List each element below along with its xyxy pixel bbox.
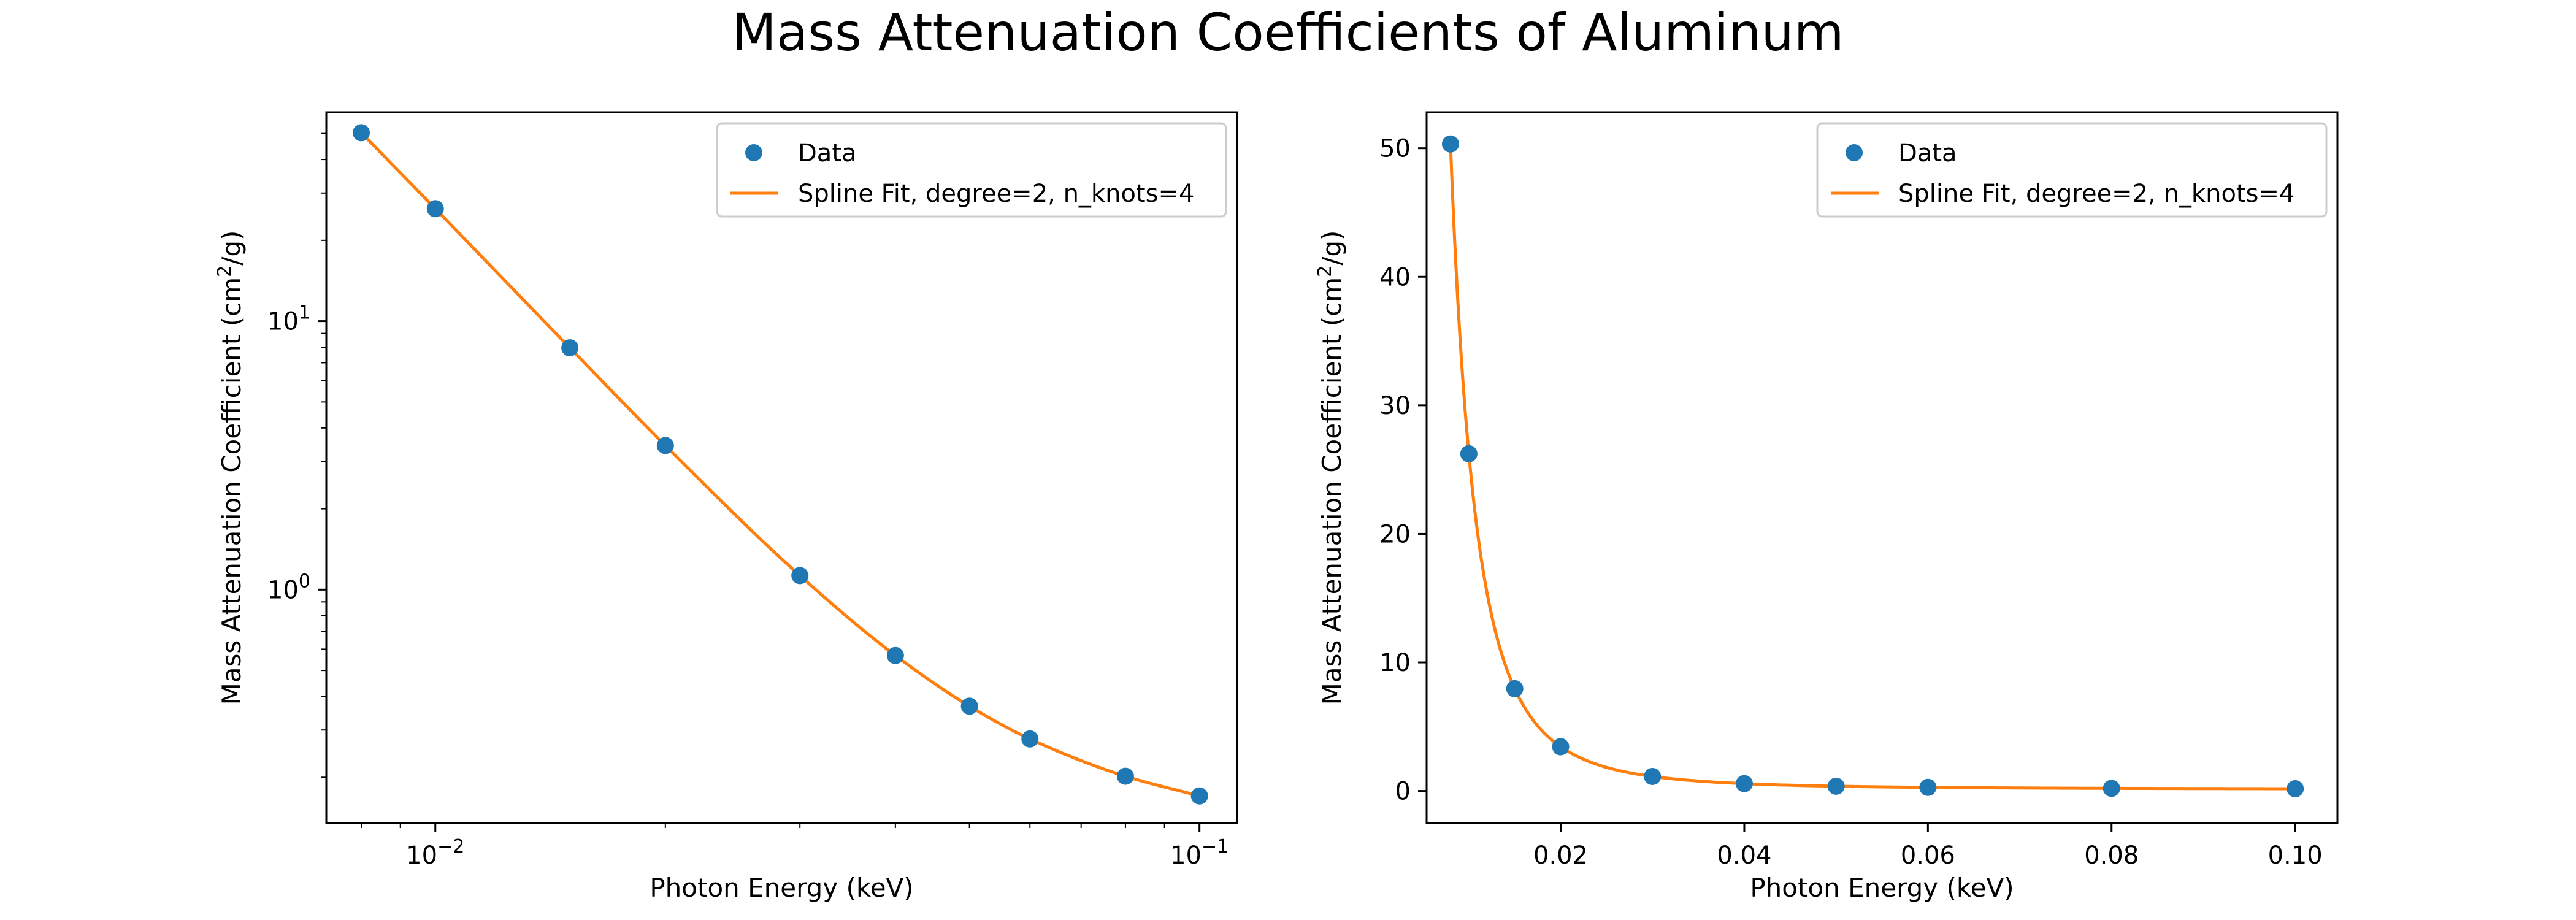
data-point — [561, 339, 579, 357]
data-point — [2287, 780, 2304, 798]
legend: Data Spline Fit, degree=2, n_knots=4 — [716, 122, 1227, 218]
data-point — [656, 437, 674, 454]
x-tick-label: 0.04 — [1717, 841, 1771, 870]
legend-marker-data — [1846, 144, 1863, 161]
data-point — [1460, 445, 1478, 462]
y-tick-label: 20 — [1379, 520, 1411, 548]
figure-title: Mass Attenuation Coefficients of Aluminu… — [732, 2, 1844, 63]
data-point — [1021, 730, 1039, 748]
legend-box — [716, 122, 1227, 218]
legend-label-fit: Spline Fit, degree=2, n_knots=4 — [1898, 180, 2294, 208]
chart-panel-2: 0.02 0.04 0.06 0.08 0.10 0 10 20 30 40 50 Photon En… — [1314, 111, 2339, 903]
plot-frame — [325, 111, 1238, 824]
data-point — [960, 697, 978, 715]
y-tick-label: 100 — [267, 570, 310, 604]
y-tick-label: 10 — [1379, 649, 1411, 677]
y-tick-label: 0 — [1395, 778, 1411, 806]
data-point — [1552, 738, 1570, 756]
spline-fit-line — [360, 131, 1200, 798]
data-point — [1827, 777, 1845, 795]
data-point — [426, 200, 444, 218]
data-point — [353, 124, 370, 142]
data-point — [1441, 135, 1459, 153]
data-point — [1644, 767, 1662, 785]
legend-label-data: Data — [1898, 139, 1957, 167]
y-tick-label: 101 — [267, 302, 310, 336]
plot-frame — [1425, 111, 2339, 824]
y-axis-label: Mass Attenuation Coefficient (cm2/g) — [1314, 231, 1347, 705]
y-tick-label: 30 — [1379, 392, 1411, 420]
legend-label-fit: Spline Fit, degree=2, n_knots=4 — [798, 180, 1194, 208]
x-tick-label: 0.08 — [2084, 841, 2139, 870]
legend-label-data: Data — [798, 139, 857, 167]
y-tick-label: 40 — [1379, 263, 1411, 291]
data-point — [2103, 780, 2120, 797]
data-point — [1190, 787, 1208, 805]
x-tick-label: 0.10 — [2268, 841, 2323, 870]
x-axis-label: Photon Energy (keV) — [650, 873, 913, 903]
spline-fit-line — [1449, 144, 2296, 791]
data-point — [1506, 680, 1524, 697]
x-tick-label: 10−1 — [1170, 836, 1229, 870]
data-point — [1735, 775, 1753, 792]
legend: Data Spline Fit, degree=2, n_knots=4 — [1816, 122, 2328, 218]
y-axis-label: Mass Attenuation Coefficient (cm2/g) — [214, 231, 247, 705]
legend-box — [1816, 122, 2328, 218]
data-point — [1116, 767, 1134, 785]
chart-panel-1: 10−2 10−1 100 101 Photon Energy (keV) Mass At… — [214, 111, 1238, 903]
x-tick-label: 0.02 — [1533, 841, 1588, 870]
y-tick-label: 50 — [1379, 135, 1411, 163]
x-tick-label: 10−2 — [406, 836, 464, 870]
data-point — [791, 567, 809, 585]
data-point — [1919, 778, 1937, 796]
x-axis-label: Photon Energy (keV) — [1750, 873, 2014, 903]
data-point — [886, 646, 904, 664]
legend-marker-data — [745, 144, 762, 161]
x-tick-label: 0.06 — [1901, 841, 1955, 870]
